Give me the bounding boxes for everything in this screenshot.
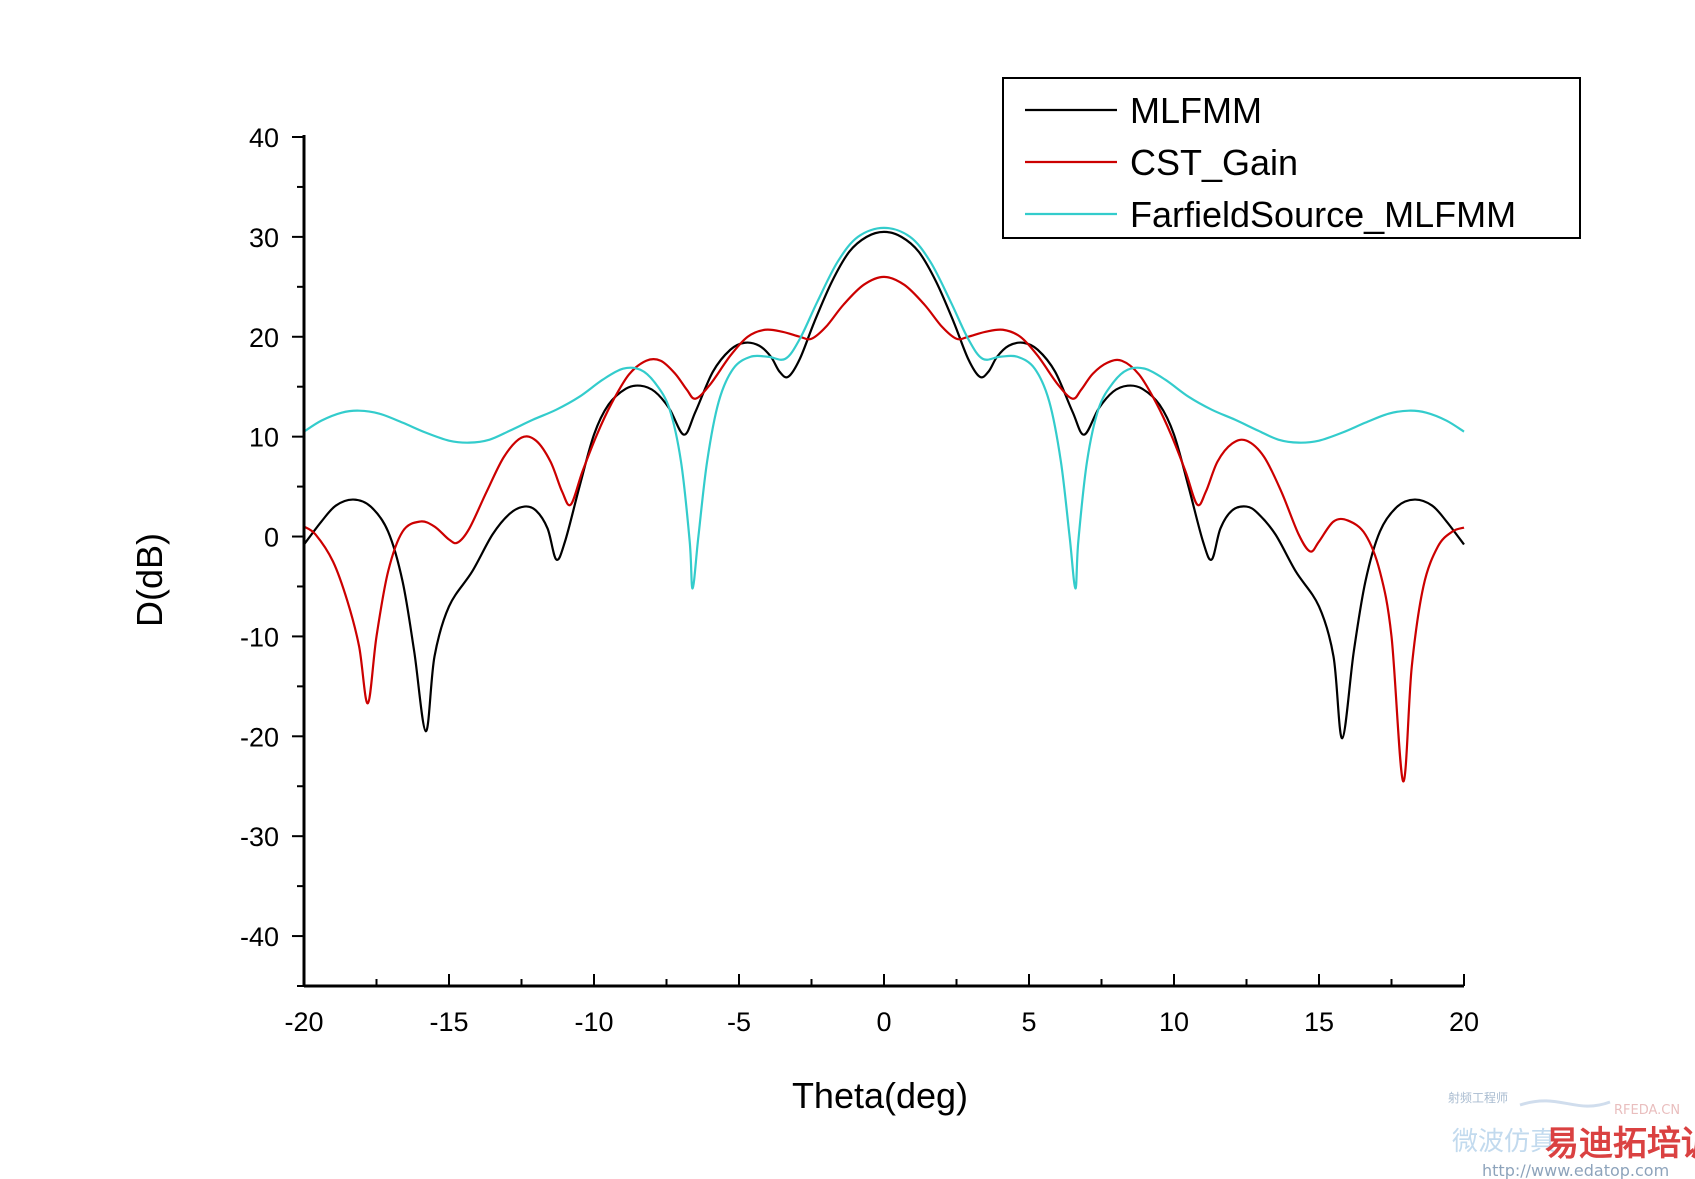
y-tick-label: -10 [240,622,279,652]
legend-items: MLFMM CST_Gain FarfieldSource_MLFMM [1025,90,1516,235]
x-ticks: -20 -15 -10 -5 0 5 10 15 20 [284,974,1479,1037]
y-ticks: 40 30 20 10 0 -10 -20 -30 -40 [240,123,304,987]
plot-lines [303,226,1465,783]
y-tick-label: -30 [240,822,279,852]
y-tick-label: 0 [264,523,279,553]
y-tick-label: 10 [249,423,279,453]
y-tick-label: 40 [249,123,279,153]
legend-label-mlfmm: MLFMM [1130,90,1262,131]
watermark-swoosh [1519,1099,1611,1108]
watermark: 射频工程师 RFEDA.CN 微波仿真 易迪拓培训 http://www.eda… [1448,1090,1695,1179]
y-axis-title: D(dB) [129,533,170,627]
watermark-line1: 射频工程师 [1448,1090,1508,1105]
y-tick-label: 20 [249,323,279,353]
x-tick-label: -10 [574,1007,613,1037]
legend-box [1002,77,1581,239]
x-tick-label: -5 [727,1007,751,1037]
x-tick-label: 10 [1159,1007,1189,1037]
y-tick-label: 30 [249,223,279,253]
x-tick-label: 15 [1304,1007,1334,1037]
y-tick-label: -20 [240,722,279,752]
series-line-farfieldsource-mlfmm [303,226,1465,590]
axes: -20 -15 -10 -5 0 5 10 15 20 40 30 20 10 0 -10 -20 -30 -4… [240,123,1479,1037]
legend: MLFMM CST_Gain FarfieldSource_MLFMM [1002,77,1581,239]
x-tick-label: 5 [1021,1007,1036,1037]
series-line-cst-gain [303,275,1465,783]
x-tick-label: 20 [1449,1007,1479,1037]
watermark-line2: 微波仿真 [1452,1127,1556,1157]
y-tick-label: -40 [240,922,279,952]
x-axis-title: Theta(deg) [792,1075,968,1116]
x-tick-label: 0 [876,1007,891,1037]
x-tick-label: -15 [429,1007,468,1037]
watermark-url: http://www.edatop.com [1482,1161,1669,1179]
watermark-site: RFEDA.CN [1614,1103,1680,1118]
legend-label-farfieldsource-mlfmm: FarfieldSource_MLFMM [1130,194,1516,235]
legend-label-cst-gain: CST_Gain [1130,142,1298,183]
watermark-brand: 易迪拓培训 [1545,1124,1695,1164]
x-tick-label: -20 [284,1007,323,1037]
series-line-mlfmm [303,230,1465,740]
